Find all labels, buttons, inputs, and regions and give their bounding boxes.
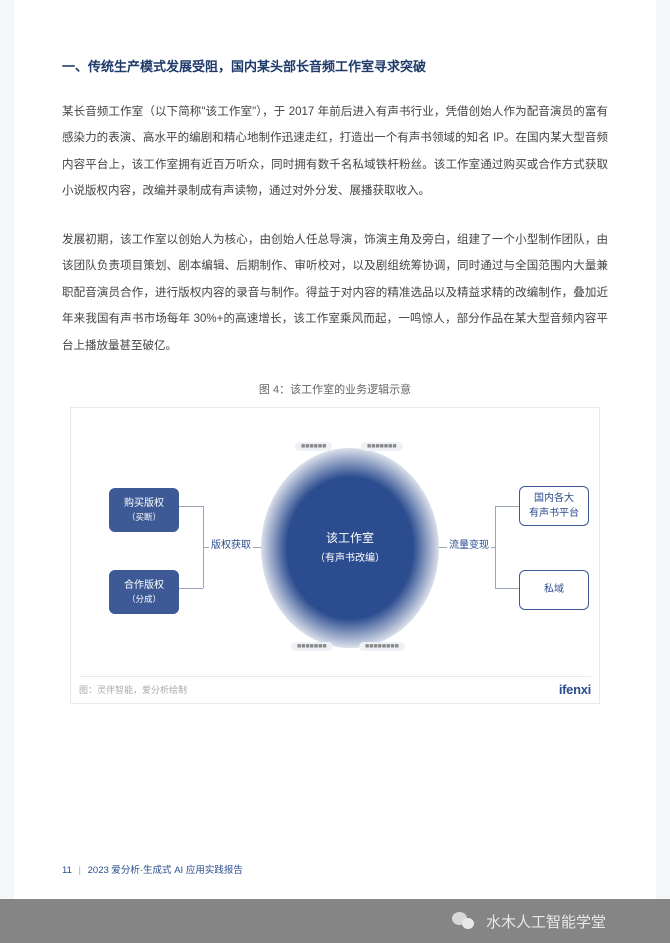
footer-separator: | — [79, 865, 81, 876]
left-link-label: 版权获取 — [209, 536, 253, 551]
right-box-platforms: 国内各大 有声书平台 — [519, 486, 589, 526]
section-heading: 一、传统生产模式发展受阻，国内某头部长音频工作室寻求突破 — [62, 56, 608, 75]
page-footer: 11 | 2023 爱分析·生成式 AI 应用实践报告 — [62, 862, 243, 876]
wechat-icon — [452, 910, 476, 932]
right-box-private-title: 私域 — [526, 582, 582, 597]
right-box-private: 私域 — [519, 570, 589, 610]
wechat-overlay: 水木人工智能学堂 — [0, 899, 670, 943]
figure-caption: 图 4：该工作室的业务逻辑示意 — [62, 381, 608, 397]
core-title: 该工作室 — [315, 528, 385, 550]
core-subtitle: （有声书改编） — [315, 550, 385, 568]
left-box-buy-title: 购买版权 — [115, 496, 173, 511]
right-box-platforms-t1: 国内各大 — [526, 491, 582, 506]
left-box-buy-sub: （买断） — [115, 511, 173, 524]
connector — [495, 588, 519, 589]
business-logic-diagram: 该工作室 （有声书改编） ■■■■■■ ■■■■■■■ ■■■■■■■ ■■■■… — [70, 407, 600, 704]
paragraph-2: 发展初期，该工作室以创始人为核心，由创始人任总导演，饰演主角及旁白，组建了一个小… — [62, 227, 608, 359]
page-number: 11 — [62, 865, 72, 876]
pill-top-right: ■■■■■■■ — [361, 442, 403, 451]
diagram-core-node: 该工作室 （有声书改编） — [261, 448, 439, 648]
pill-bottom-left: ■■■■■■■ — [291, 642, 333, 651]
right-box-platforms-t2: 有声书平台 — [526, 506, 582, 521]
document-page: 一、传统生产模式发展受阻，国内某头部长音频工作室寻求突破 某长音频工作室（以下简… — [14, 0, 656, 900]
connector — [179, 506, 203, 507]
left-box-coop-sub: （分成） — [115, 593, 173, 606]
report-title: 2023 爱分析·生成式 AI 应用实践报告 — [88, 865, 243, 876]
connector — [495, 506, 519, 507]
right-link-label: 流量变现 — [447, 536, 491, 551]
diagram-brand-logo: ifenxi — [559, 682, 591, 697]
wechat-account-name: 水木人工智能学堂 — [486, 911, 606, 932]
diagram-source: 图：灵伴智能，爱分析绘制 — [79, 683, 187, 696]
pill-top-left: ■■■■■■ — [295, 442, 332, 451]
connector — [179, 588, 203, 589]
connector — [495, 506, 496, 588]
left-box-coop: 合作版权 （分成） — [109, 570, 179, 614]
left-box-coop-title: 合作版权 — [115, 578, 173, 593]
left-box-buy: 购买版权 （买断） — [109, 488, 179, 532]
paragraph-1: 某长音频工作室（以下简称"该工作室"），于 2017 年前后进入有声书行业，凭借… — [62, 99, 608, 205]
pill-bottom-right: ■■■■■■■■ — [359, 642, 405, 651]
